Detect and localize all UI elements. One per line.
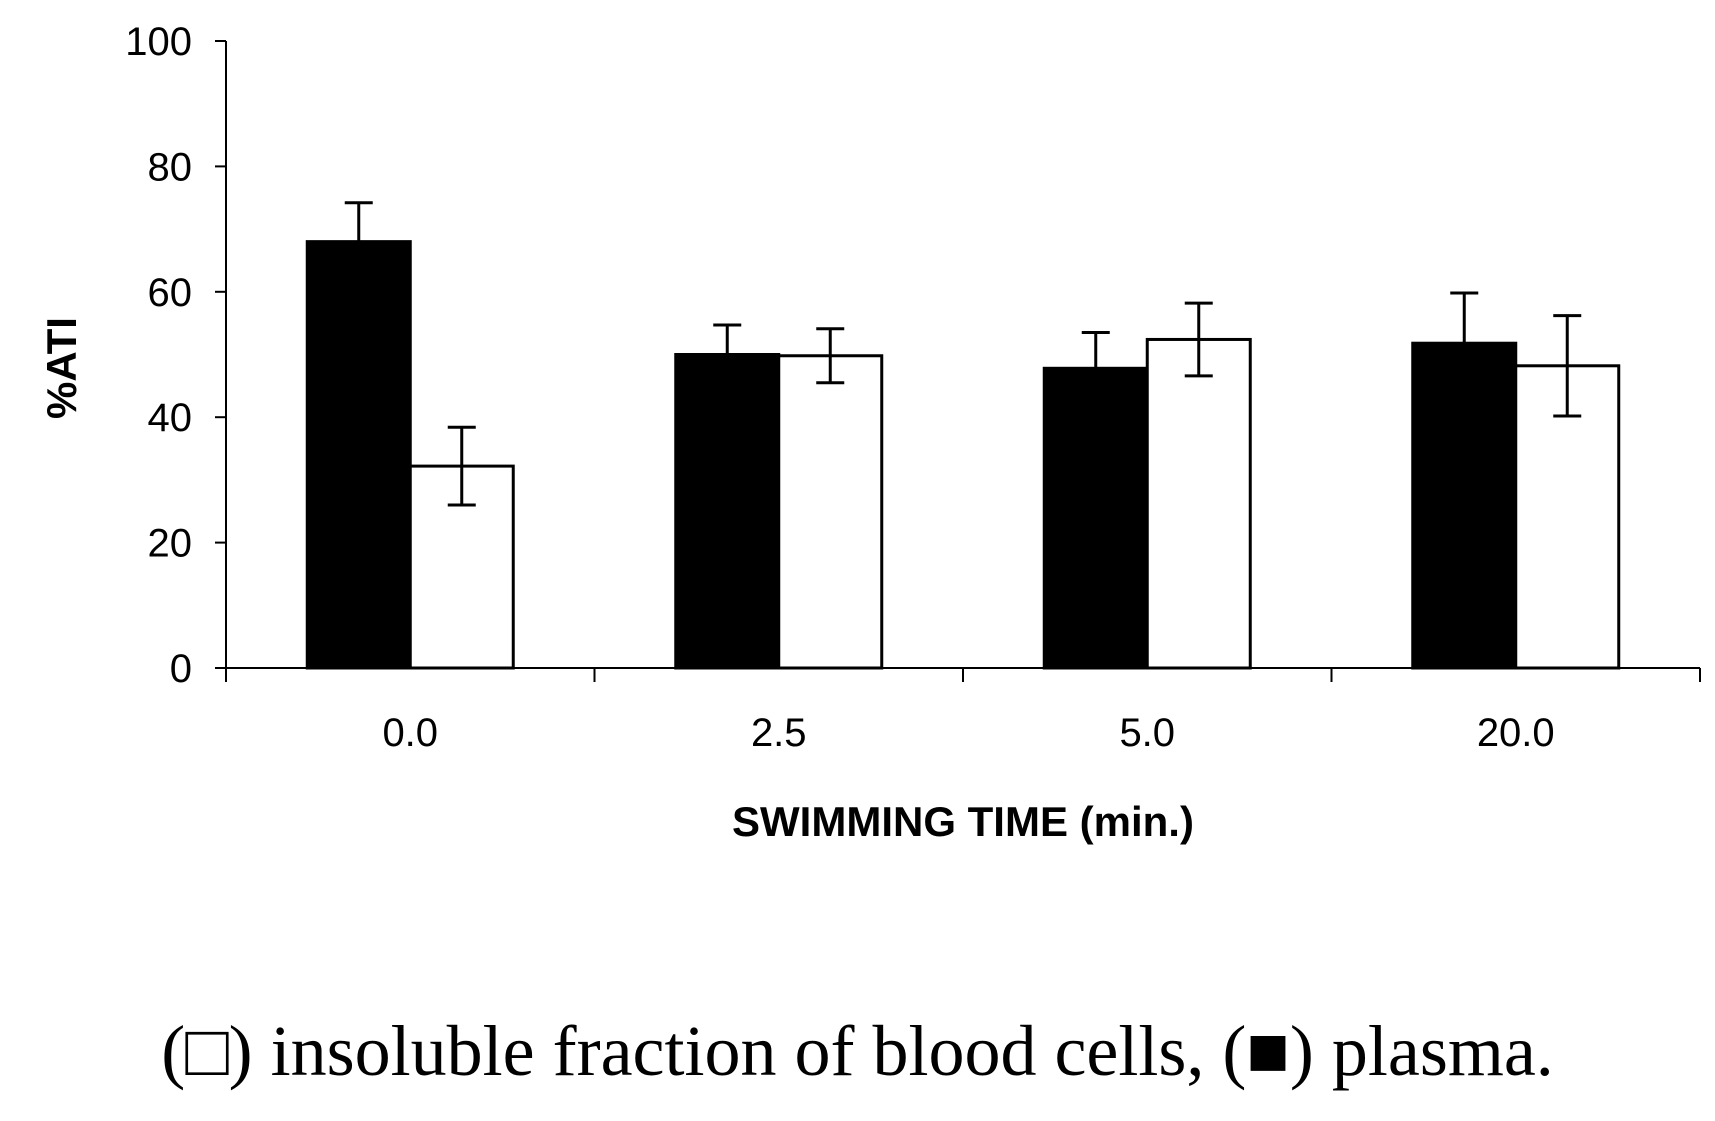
error-bar (1184, 301, 1213, 378)
y-tick-label: 100 (125, 20, 192, 64)
error-bar (447, 425, 476, 507)
error-bar (1553, 314, 1582, 418)
error-bar (344, 201, 373, 242)
error-bar (1450, 291, 1479, 344)
error-bar (713, 323, 742, 355)
error-bar (1081, 331, 1110, 369)
x-axis-title: SWIMMING TIME (min.) (732, 798, 1194, 845)
x-tick-label: 0.0 (382, 711, 438, 755)
bar-blood-cells (1514, 364, 1621, 670)
error-bar (816, 327, 845, 385)
bar-plasma (1042, 366, 1149, 670)
x-axis: 0.0 2.5 5.0 20.0 (225, 667, 1701, 755)
y-tick-label: 60 (148, 271, 193, 315)
x-tick-label: 20.0 (1477, 711, 1555, 755)
y-tick-label: 80 (148, 145, 193, 189)
bar-chart: 0 20 40 60 80 100 0.0 2.5 5.0 20.0 SWIMMING TIME… (38, 20, 1701, 845)
bars (305, 240, 1621, 670)
y-axis-title: %ATI (38, 317, 85, 419)
bar-plasma (1411, 341, 1518, 670)
bar-blood-cells (1145, 337, 1252, 670)
x-tick-label: 5.0 (1119, 711, 1175, 755)
y-axis: 0 20 40 60 80 100 (125, 20, 227, 691)
bar-blood-cells (408, 464, 515, 670)
bar-blood-cells (777, 354, 884, 670)
x-tick-label: 2.5 (751, 711, 807, 755)
y-tick-label: 20 (148, 522, 193, 566)
y-tick-label: 40 (148, 396, 193, 440)
bar-plasma (674, 353, 781, 670)
figure-caption: (□) insoluble fraction of blood cells, (… (161, 1011, 1554, 1091)
y-tick-label: 0 (170, 647, 192, 691)
error-bars (344, 201, 1582, 507)
bar-plasma (305, 240, 412, 670)
